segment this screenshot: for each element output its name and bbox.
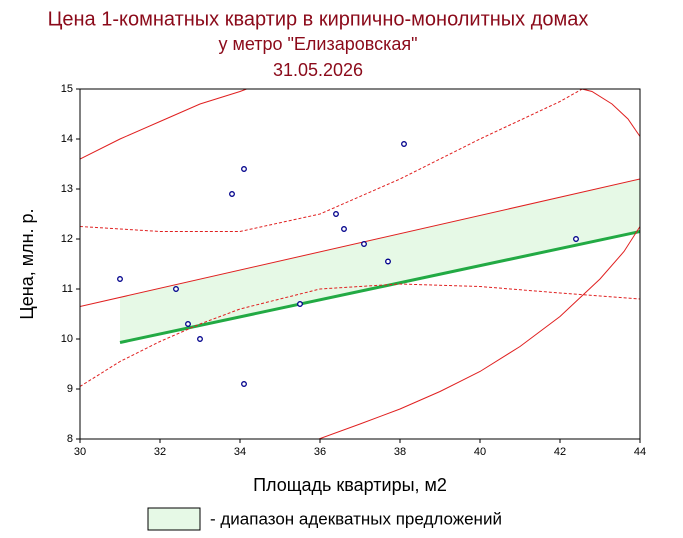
y-tick-label: 13 xyxy=(61,183,73,195)
y-tick-label: 9 xyxy=(67,383,73,395)
x-tick-label: 38 xyxy=(394,446,406,458)
y-tick-label: 15 xyxy=(61,83,73,95)
point xyxy=(173,286,179,292)
y-tick-label: 14 xyxy=(61,133,73,145)
point xyxy=(385,258,391,265)
y-tick-label: 10 xyxy=(61,333,73,345)
point xyxy=(185,321,191,327)
plot-frame xyxy=(79,88,641,440)
x-tick-label: 44 xyxy=(634,446,646,458)
y-tick-label: 12 xyxy=(61,233,73,245)
chart-subtitle: у метро "Елизаровская" xyxy=(218,34,417,54)
x-tick-label: 40 xyxy=(474,446,486,458)
point xyxy=(241,166,247,172)
y-tick-label: 8 xyxy=(67,433,73,445)
curve xyxy=(80,89,584,232)
y-tick-label: 11 xyxy=(62,283,73,295)
point xyxy=(573,236,579,242)
point xyxy=(341,226,347,232)
curve xyxy=(80,283,640,387)
chart-title: Цена 1-комнатных квартир в кирпично-моно… xyxy=(48,8,589,30)
point xyxy=(361,241,367,247)
point xyxy=(229,191,235,197)
x-axis-label: Площадь квартиры, м2 xyxy=(253,475,447,495)
x-tick-label: 42 xyxy=(554,446,566,458)
point xyxy=(117,276,123,282)
point xyxy=(333,211,339,217)
curve xyxy=(579,89,640,137)
point xyxy=(241,381,247,387)
x-tick-label: 30 xyxy=(74,446,86,458)
y-axis-label: Цена, млн. р. xyxy=(17,208,37,319)
curve xyxy=(80,178,640,307)
x-tick-label: 34 xyxy=(234,446,246,458)
band xyxy=(120,179,640,343)
chart-date: 31.05.2026 xyxy=(273,60,363,80)
curve xyxy=(119,230,640,344)
curve xyxy=(317,226,640,439)
point xyxy=(401,141,407,147)
x-tick-label: 32 xyxy=(154,446,166,458)
x-tick-label: 36 xyxy=(314,446,326,458)
legend-label: - диапазон адекватных предложений xyxy=(210,509,502,528)
point xyxy=(297,301,303,307)
curve xyxy=(80,89,249,160)
legend-swatch xyxy=(147,507,201,531)
point xyxy=(197,336,203,342)
